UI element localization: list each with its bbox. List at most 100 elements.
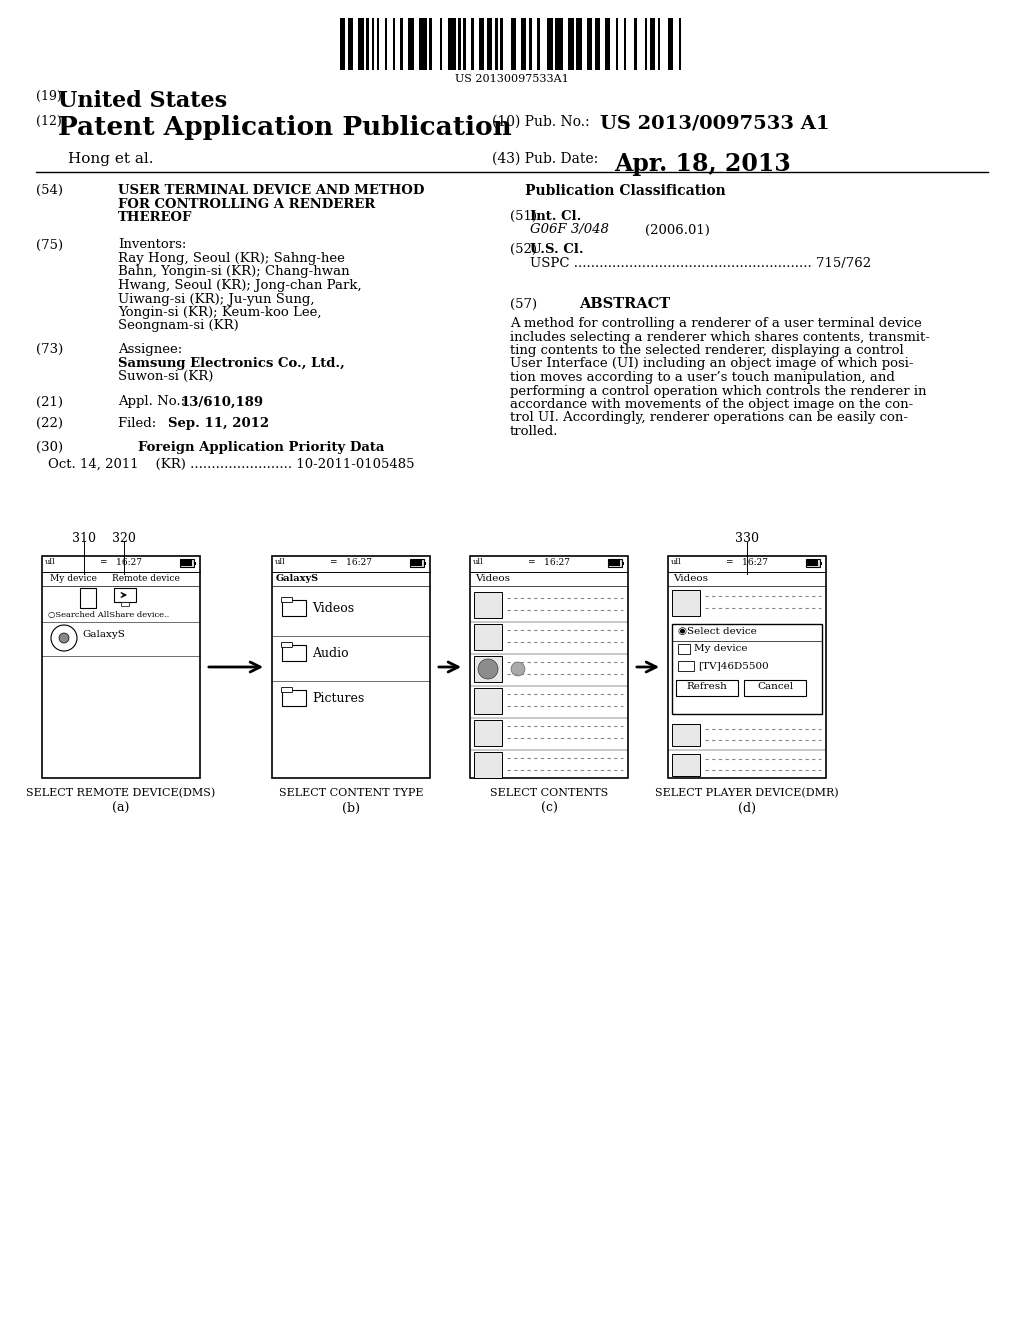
Text: (30): (30) [36, 441, 63, 454]
FancyBboxPatch shape [282, 598, 293, 602]
Text: Assignee:: Assignee: [118, 343, 182, 356]
Text: THEREOF: THEREOF [118, 211, 193, 224]
Bar [474, 624, 502, 649]
Bar [577, 18, 582, 70]
Text: ull: ull [275, 558, 286, 566]
Bar [622, 561, 624, 565]
Text: Pictures: Pictures [312, 692, 365, 705]
Bar [424, 561, 426, 565]
Bar [348, 18, 353, 70]
Text: United States: United States [58, 90, 227, 112]
Text: G06F 3/048: G06F 3/048 [530, 223, 609, 236]
Bar [645, 18, 647, 70]
Text: Refresh: Refresh [686, 682, 727, 690]
Text: SELECT PLAYER DEVICE(DMR): SELECT PLAYER DEVICE(DMR) [655, 788, 839, 799]
Bar [679, 18, 681, 70]
Text: GalaxyS: GalaxyS [82, 630, 125, 639]
Text: ◉Select device: ◉Select device [678, 627, 757, 636]
Bar [282, 601, 306, 616]
Text: FOR CONTROLLING A RENDERER: FOR CONTROLLING A RENDERER [118, 198, 375, 210]
Text: USPC ........................................................ 715/762: USPC ...................................… [530, 256, 871, 269]
Bar [500, 18, 503, 70]
Bar [568, 18, 573, 70]
Bar [608, 558, 622, 568]
Text: Suwon-si (KR): Suwon-si (KR) [118, 370, 213, 383]
Bar [672, 754, 700, 776]
Text: accordance with movements of the object image on the con-: accordance with movements of the object … [510, 399, 913, 411]
Circle shape [478, 659, 498, 678]
Text: U.S. Cl.: U.S. Cl. [530, 243, 584, 256]
Text: My device: My device [50, 574, 97, 583]
Text: Patent Application Publication: Patent Application Publication [58, 115, 512, 140]
Text: (51): (51) [510, 210, 537, 223]
Bar [678, 644, 690, 653]
Text: Inventors:: Inventors: [118, 239, 186, 252]
Bar [669, 18, 674, 70]
Bar [487, 18, 493, 70]
Bar [595, 18, 600, 70]
Bar [372, 18, 374, 70]
Bar [80, 587, 96, 609]
Bar [605, 18, 610, 70]
Bar [272, 556, 430, 777]
Text: 330: 330 [735, 532, 759, 545]
Text: (73): (73) [36, 343, 63, 356]
Text: (75): (75) [36, 239, 63, 252]
Bar [474, 688, 502, 714]
Text: (21): (21) [36, 396, 63, 408]
Text: (12): (12) [36, 115, 61, 128]
Bar [411, 560, 422, 566]
Text: Hwang, Seoul (KR); Jong-chan Park,: Hwang, Seoul (KR); Jong-chan Park, [118, 279, 361, 292]
Bar [615, 18, 618, 70]
Bar [358, 18, 364, 70]
Text: (57): (57) [510, 297, 538, 310]
Text: (b): (b) [342, 803, 360, 814]
Bar [474, 719, 502, 746]
Bar [806, 558, 820, 568]
Text: performing a control operation which controls the renderer in: performing a control operation which con… [510, 384, 927, 397]
Text: =   16:27: = 16:27 [100, 558, 142, 568]
Text: trolled.: trolled. [510, 425, 558, 438]
Text: SELECT REMOTE DEVICE(DMS): SELECT REMOTE DEVICE(DMS) [27, 788, 216, 799]
Bar [400, 18, 403, 70]
Text: tion moves according to a user’s touch manipulation, and: tion moves according to a user’s touch m… [510, 371, 895, 384]
Text: Foreign Application Priority Data: Foreign Application Priority Data [138, 441, 384, 454]
Text: Videos: Videos [312, 602, 354, 615]
Bar [587, 18, 592, 70]
FancyBboxPatch shape [282, 643, 293, 648]
Bar [392, 18, 395, 70]
Bar [672, 590, 700, 616]
Bar [529, 18, 531, 70]
Bar [474, 656, 502, 682]
Circle shape [511, 663, 525, 676]
Bar [470, 556, 628, 777]
Bar [820, 561, 822, 565]
Text: Yongin-si (KR); Keum-koo Lee,: Yongin-si (KR); Keum-koo Lee, [118, 306, 322, 319]
Bar [409, 18, 414, 70]
Bar [474, 752, 502, 777]
Text: SELECT CONTENTS: SELECT CONTENTS [489, 788, 608, 799]
Bar [42, 556, 200, 777]
Bar [555, 18, 563, 70]
Text: (19): (19) [36, 90, 61, 103]
Text: Filed:: Filed: [118, 417, 186, 430]
Text: Remote device: Remote device [112, 574, 180, 583]
Bar [121, 602, 129, 606]
Text: (d): (d) [738, 803, 756, 814]
Bar [657, 18, 660, 70]
Bar [194, 561, 196, 565]
Text: Appl. No.:: Appl. No.: [118, 396, 189, 408]
Bar [114, 587, 136, 602]
Bar [419, 18, 427, 70]
Bar [282, 690, 306, 706]
Text: Cancel: Cancel [757, 682, 793, 690]
Text: Seongnam-si (KR): Seongnam-si (KR) [118, 319, 239, 333]
Text: ting contents to the selected renderer, displaying a control: ting contents to the selected renderer, … [510, 345, 904, 356]
Text: (a): (a) [113, 803, 130, 814]
Bar [807, 560, 818, 566]
Text: Ray Hong, Seoul (KR); Sahng-hee: Ray Hong, Seoul (KR); Sahng-hee [118, 252, 345, 265]
Text: (c): (c) [541, 803, 557, 814]
Text: Videos: Videos [475, 574, 510, 583]
Text: Uiwang-si (KR); Ju-yun Sung,: Uiwang-si (KR); Ju-yun Sung, [118, 293, 314, 305]
Bar [624, 18, 627, 70]
